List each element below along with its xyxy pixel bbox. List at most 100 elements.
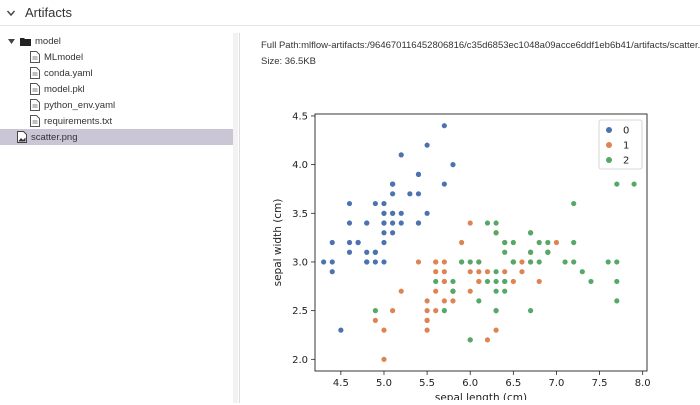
tree-scrollbar[interactable] [233,33,238,403]
data-point [372,200,378,207]
data-point [415,259,422,265]
file-icon [30,99,40,111]
data-point [372,249,378,255]
data-point [545,249,551,255]
data-point [476,278,482,285]
y-tick-label: 4.5 [292,111,308,122]
data-point [467,259,473,265]
x-tick-label: 5.5 [419,378,435,389]
data-point [467,288,473,294]
data-point [458,259,465,265]
y-tick-label: 3.5 [292,209,308,220]
data-point [390,181,396,187]
tree-file-mlmodel[interactable]: MLmodel [30,49,83,65]
data-point [562,259,568,265]
x-tick-label: 7.0 [549,378,565,389]
data-point [398,220,404,226]
data-point [510,259,516,265]
data-point [493,220,499,226]
full-path-row: Full Path:mlflow-artifacts:/964670116452… [261,38,700,54]
data-point [484,269,491,275]
data-point [346,239,353,246]
data-point [381,327,387,333]
tree-folder-label: model [35,35,61,47]
data-point [588,278,594,285]
data-point [510,278,516,285]
data-point [346,200,353,207]
data-point [415,220,422,226]
data-point [329,269,335,275]
scatter-plot-image: 4.5 5.0 5.5 6.0 6.5 7.0 7.5 8.0 2.0 2.5 3.0 3.5 4.0 4… [255,100,655,405]
data-point [381,356,387,362]
data-point [502,269,508,275]
data-point [536,278,542,285]
artifacts-title: Artifacts [25,5,72,20]
data-point [424,308,430,314]
file-size: Size: 36.5KB [261,56,316,67]
image-file-icon [17,131,27,143]
data-point [433,308,439,314]
file-icon [30,67,40,79]
legend-label: 1 [623,141,629,152]
data-point [493,288,499,294]
data-point [536,239,542,246]
data-point [493,278,499,285]
data-point [346,249,353,255]
tree-file-python-env-yaml[interactable]: python_env.yaml [30,97,115,113]
data-point [390,210,396,216]
data-point [364,249,370,255]
data-point [381,210,387,216]
legend-marker [606,157,612,163]
data-point [527,230,534,236]
x-tick-label: 7.5 [592,378,608,389]
data-point [381,239,387,246]
data-point [364,220,370,226]
y-axis-label: sepal width (cm) [272,199,284,287]
tree-file-requirements-txt[interactable]: requirements.txt [30,113,112,129]
tree-file-label: requirements.txt [44,115,113,127]
x-tick-label: 5.0 [376,378,392,389]
data-point [467,337,473,343]
file-icon [30,115,40,127]
artifact-tree: model MLmodel conda.yaml model.pkl pytho… [0,33,240,403]
data-point [441,278,447,285]
data-point [433,278,439,285]
legend-marker [606,142,612,148]
data-point [450,278,456,285]
data-point [433,288,439,294]
data-point [536,259,542,265]
data-point [372,259,378,265]
tree-folder-model[interactable]: model [8,33,61,49]
artifacts-header[interactable]: Artifacts [0,0,700,26]
data-point [467,220,473,226]
data-point [553,239,560,246]
data-point [364,259,370,265]
data-point [484,220,491,226]
data-point [390,191,396,197]
y-tick-label: 4.0 [292,160,308,171]
full-path-text: Full Path:mlflow-artifacts:/964670116452… [261,40,700,51]
data-point [441,181,447,187]
tree-file-label: python_env.yaml [44,99,116,111]
caret-down-icon [8,38,15,44]
data-point [493,269,499,275]
data-point [424,317,430,323]
data-point [441,269,447,275]
data-point [502,278,508,285]
x-tick-label: 6.5 [505,378,521,389]
data-point [424,210,430,216]
data-point [415,171,422,177]
data-point [321,259,327,265]
tree-file-model-pkl[interactable]: model.pkl [30,81,85,97]
data-point [441,298,447,304]
tree-file-scatter-png[interactable]: scatter.png [0,129,238,145]
data-point [338,327,344,333]
tree-file-conda-yaml[interactable]: conda.yaml [30,65,93,81]
data-point [571,239,577,246]
data-point [571,200,577,207]
legend-label: 2 [623,156,629,167]
data-point [527,259,534,265]
data-point [381,200,387,207]
data-point [519,269,525,275]
y-tick-label: 2.0 [292,355,308,366]
